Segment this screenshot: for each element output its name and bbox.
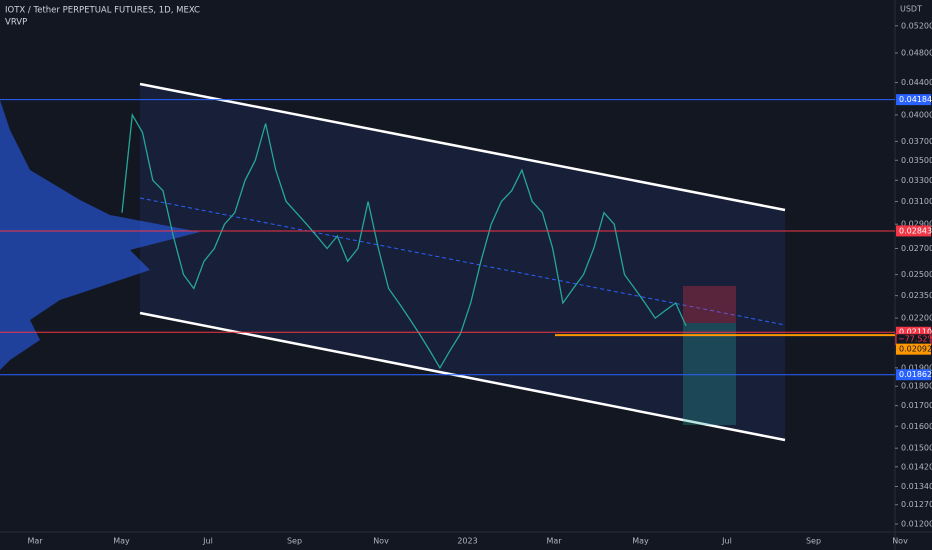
y-tick-label: 0.03300 — [901, 176, 932, 185]
chart-title: IOTX / Tether PERPETUAL FUTURES, 1D, MEX… — [5, 6, 200, 16]
x-tick-label: Nov — [892, 537, 908, 546]
x-tick-label: Mar — [546, 537, 562, 546]
volume-profile — [0, 100, 200, 370]
y-axis-label: USDT — [900, 5, 922, 14]
target-zone — [683, 323, 736, 425]
channel-mid — [139, 197, 786, 326]
channel-fill — [140, 84, 785, 440]
y-tick-label: 0.01500 — [901, 444, 932, 453]
level-badge — [896, 225, 931, 237]
y-tick-label: 0.01800 — [901, 382, 932, 391]
level-label: 0.01862 — [899, 370, 932, 379]
y-tick-label: 0.03700 — [901, 137, 932, 146]
y-tick-label: 0.02500 — [901, 270, 932, 279]
x-tick-label: May — [113, 537, 130, 546]
level-badge — [896, 94, 931, 106]
y-tick-label: 0.01900 — [901, 363, 932, 372]
stop-zone — [683, 286, 736, 323]
y-tick-label: 0.03500 — [901, 156, 932, 165]
x-tick-label: May — [632, 537, 649, 546]
y-tick-label: 0.01700 — [901, 401, 932, 410]
level-label: 0.02092 — [899, 345, 932, 354]
level-label: 0.02110 — [899, 328, 932, 337]
x-tick-label: Sep — [806, 537, 821, 546]
y-tick-label: 0.04800 — [901, 48, 932, 57]
channel-bottom — [139, 311, 786, 442]
y-tick-label: 0.02700 — [901, 244, 932, 253]
level-badge — [896, 369, 931, 381]
y-tick-label: 0.04400 — [901, 78, 932, 87]
y-tick-label: 0.01420 — [901, 462, 932, 471]
indicator-label: VRVP — [5, 18, 27, 28]
level-label: 0.04184 — [899, 95, 932, 104]
y-tick-label: 0.03100 — [901, 197, 932, 206]
level-badge — [896, 343, 931, 355]
channel-top — [139, 82, 786, 212]
level-badge — [896, 326, 931, 338]
price-line — [121, 112, 687, 370]
y-tick-label: 0.02350 — [901, 291, 932, 300]
y-tick-label: 0.01340 — [901, 482, 932, 491]
y-tick-label: 0.01270 — [901, 500, 932, 509]
x-tick-label: 2023 — [457, 537, 477, 546]
y-tick-label: 0.05200 — [901, 21, 932, 30]
x-tick-label: Jul — [721, 537, 732, 546]
x-tick-label: Jul — [202, 537, 213, 546]
y-tick-label: 0.01200 — [901, 520, 932, 529]
y-tick-label: 0.02900 — [901, 220, 932, 229]
x-tick-label: Nov — [373, 537, 389, 546]
y-tick-label: 0.01600 — [901, 422, 932, 431]
level-label: 0.02843 — [899, 226, 932, 235]
annotation: −77.52% — [898, 335, 932, 344]
y-tick-label: 0.04000 — [901, 110, 932, 119]
y-tick-label: 0.02200 — [901, 314, 932, 323]
x-tick-label: Mar — [27, 537, 43, 546]
x-tick-label: Sep — [287, 537, 302, 546]
